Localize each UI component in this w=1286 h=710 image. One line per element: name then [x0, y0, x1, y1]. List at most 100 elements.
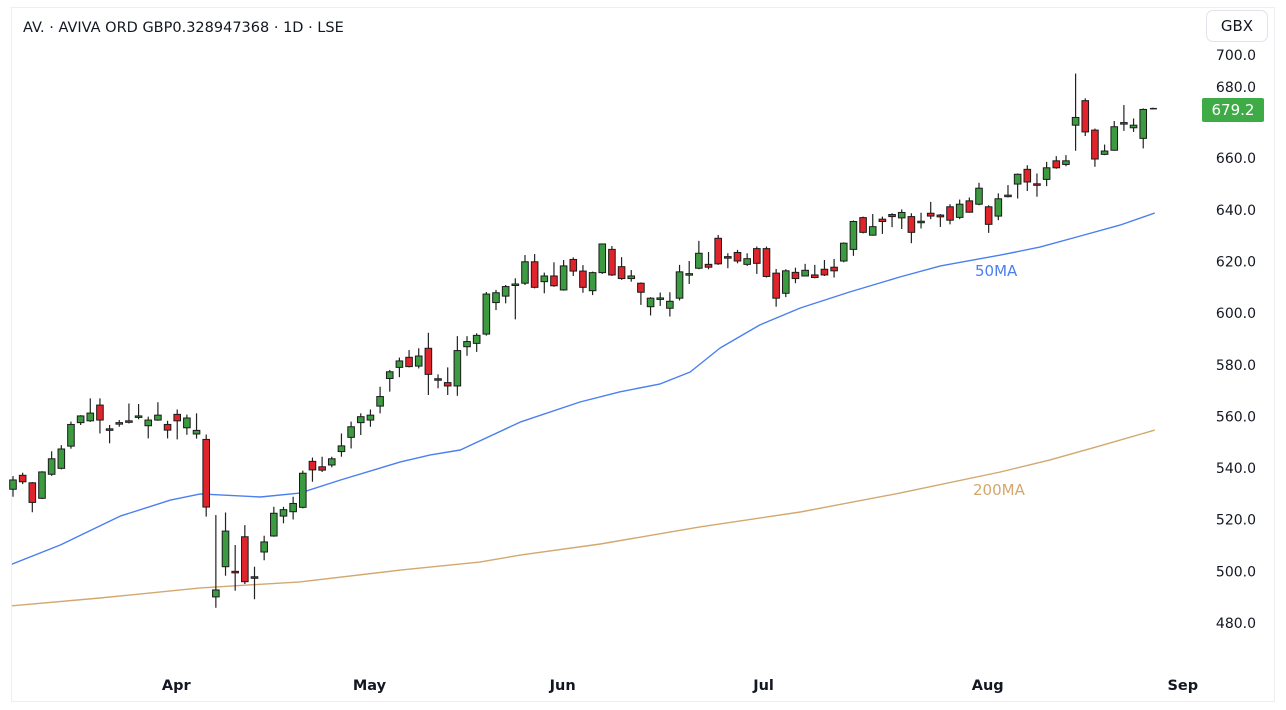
- candle-body: [965, 200, 974, 213]
- candle: [675, 264, 684, 301]
- candle: [202, 434, 210, 517]
- chart-frame: [11, 7, 1275, 702]
- candle-body: [463, 341, 471, 348]
- candle: [443, 367, 452, 396]
- candle-body: [299, 472, 307, 508]
- ma50-label: 50MA: [975, 262, 1018, 280]
- candle: [347, 421, 355, 449]
- ma-labels: 50MA 200MA: [973, 262, 1026, 499]
- currency-button[interactable]: GBX: [1206, 10, 1268, 42]
- chart-title: AV. · AVIVA ORD GBP0.328947368 · 1D · LS…: [23, 20, 344, 36]
- candle-body: [888, 214, 896, 218]
- y-tick-label: 700.0: [1216, 48, 1256, 64]
- ma-line-200ma: [12, 429, 1155, 607]
- candle: [830, 258, 838, 278]
- candle-body: [782, 270, 790, 294]
- candle: [424, 332, 433, 396]
- candle-body: [801, 269, 809, 277]
- candle-body: [202, 438, 210, 508]
- candle: [366, 409, 375, 427]
- candle-body: [714, 237, 722, 265]
- candle-body: [569, 258, 578, 272]
- candle-body: [134, 415, 143, 418]
- candle-body: [753, 248, 761, 264]
- candle: [241, 525, 249, 585]
- candle-body: [859, 217, 867, 233]
- candle-body: [337, 445, 346, 453]
- candle: [154, 402, 162, 421]
- candle-body: [270, 512, 278, 537]
- candle: [1091, 128, 1099, 167]
- candle: [453, 336, 462, 396]
- candle: [1023, 165, 1032, 192]
- candle-body: [424, 347, 433, 375]
- candle: [1149, 107, 1157, 110]
- candle-body: [868, 226, 877, 236]
- candle: [994, 193, 1003, 221]
- candle: [762, 246, 771, 278]
- candle-body: [598, 243, 607, 274]
- candle: [859, 216, 867, 234]
- candle: [685, 261, 694, 284]
- candle: [1033, 173, 1041, 197]
- candle-body: [617, 266, 626, 280]
- candle-body: [762, 248, 771, 277]
- candle: [1004, 185, 1012, 198]
- candle-body: [704, 263, 713, 268]
- candle-body: [212, 589, 220, 598]
- y-tick-label: 580.0: [1216, 358, 1256, 374]
- candle-body: [18, 474, 27, 483]
- y-tick-label: 480.0: [1216, 616, 1256, 632]
- candle: [820, 259, 829, 276]
- candle-body: [695, 252, 703, 269]
- candle: [598, 243, 607, 274]
- candle-body: [530, 261, 539, 288]
- candle-body: [57, 448, 66, 469]
- candle-body: [453, 350, 462, 387]
- candle-body: [772, 272, 780, 299]
- candle-body: [733, 251, 742, 262]
- candle: [627, 270, 636, 282]
- candle-body: [646, 297, 655, 308]
- candle-body: [675, 271, 684, 299]
- candle: [965, 197, 974, 213]
- candle: [231, 545, 239, 591]
- candle-body: [656, 297, 665, 300]
- candles: [9, 73, 1157, 608]
- candle: [395, 357, 404, 378]
- candle: [724, 253, 732, 269]
- moving-averages: [12, 212, 1156, 607]
- candle: [67, 421, 75, 449]
- candle: [588, 271, 597, 296]
- candle-body: [76, 415, 85, 424]
- candle: [714, 234, 722, 265]
- candle-body: [1139, 108, 1148, 139]
- candle-body: [1004, 194, 1012, 198]
- x-tick-label: Aug: [972, 678, 1004, 694]
- candle: [250, 566, 259, 600]
- candle: [637, 282, 645, 305]
- candle: [105, 424, 114, 444]
- candle-body: [975, 187, 983, 205]
- candle-body: [231, 570, 239, 574]
- candle-body: [115, 422, 124, 425]
- candle: [501, 285, 510, 304]
- candle-body: [1081, 100, 1090, 133]
- y-tick-label: 660.0: [1216, 151, 1256, 167]
- ma-line-50ma: [12, 212, 1156, 565]
- candle: [1139, 108, 1148, 149]
- candle-body: [395, 360, 404, 368]
- candle-body: [9, 479, 17, 490]
- candle-body: [28, 482, 37, 503]
- candle-body: [820, 268, 829, 276]
- candle-body: [579, 270, 587, 288]
- candle-body: [405, 356, 413, 368]
- candle-body: [1071, 116, 1080, 126]
- candle-body: [1042, 167, 1051, 180]
- candle: [299, 470, 307, 509]
- candle-body: [183, 417, 191, 429]
- candle-body: [1110, 126, 1119, 151]
- candle-body: [1129, 124, 1138, 129]
- candle: [18, 472, 27, 485]
